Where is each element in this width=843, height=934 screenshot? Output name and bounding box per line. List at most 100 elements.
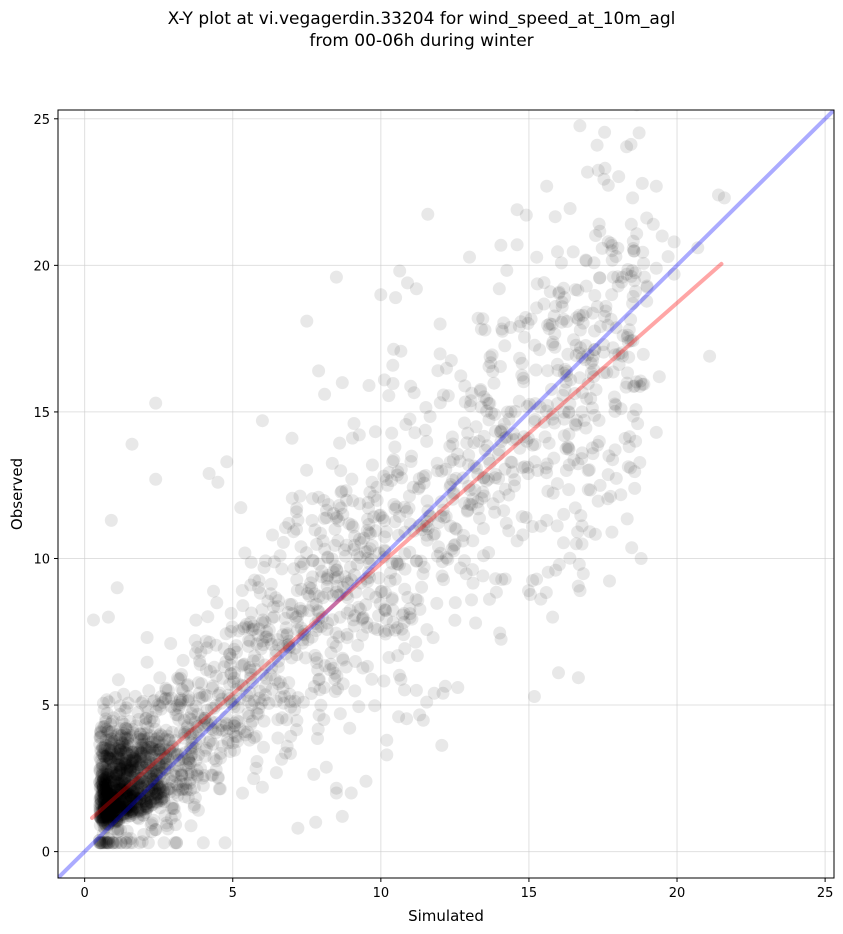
data-point-678 [153,779,167,793]
data-point-1950 [330,579,344,593]
data-point-1804 [184,707,198,720]
data-point-371 [98,743,112,757]
data-point-973 [188,634,202,647]
data-point-1852 [139,797,153,811]
data-point-1733 [244,578,258,592]
data-point-1968 [446,473,460,487]
data-point-2079 [144,818,158,832]
data-point-808 [104,737,118,751]
data-point-1686 [147,813,161,827]
data-point-2282 [154,690,168,704]
data-point-2147 [129,775,143,789]
data-point-1274 [167,802,181,815]
data-point-2341 [397,606,411,620]
data-point-832 [126,794,140,808]
data-point-1473 [413,708,427,722]
data-point-113 [97,810,111,824]
data-point-369 [119,783,133,797]
data-point-1883 [469,420,483,434]
data-point-605 [98,785,112,799]
data-point-1744 [228,719,241,733]
data-point-2387 [372,546,386,560]
y-tick-label-1: 5 [42,699,50,714]
data-point-2349 [400,505,414,518]
data-point-865 [99,778,113,792]
data-point-2161 [215,719,229,733]
identity-line [58,110,834,878]
data-point-2131 [206,737,220,751]
data-point-2007 [214,751,227,765]
data-point-163 [110,782,124,796]
data-point-153 [135,754,149,768]
data-point-872 [113,799,126,813]
data-point-1689 [347,543,361,556]
data-point-1966 [93,833,107,847]
data-point-2043 [619,380,633,394]
data-point-150 [147,792,161,806]
data-point-228 [109,814,123,828]
data-point-1405 [172,713,186,727]
data-point-157 [198,743,212,757]
data-point-2408 [655,229,669,243]
data-point-715 [105,770,119,784]
data-point-1872 [353,532,366,546]
data-point-677 [120,766,134,780]
data-point-91 [114,792,127,806]
data-point-922 [557,507,571,521]
data-point-1161 [242,709,256,723]
data-point-1418 [339,660,353,674]
data-point-864 [98,776,112,790]
data-point-2067 [611,270,625,284]
data-point-2439 [549,563,563,577]
data-point-850 [139,763,153,777]
data-point-569 [98,780,112,793]
data-point-1803 [621,366,634,380]
data-point-1184 [336,507,350,521]
data-point-1330 [448,538,462,551]
data-point-1509 [100,802,114,816]
data-point-1199 [408,426,422,440]
data-point-1597 [504,455,518,469]
data-point-2456 [309,815,323,829]
data-point-890 [96,801,110,815]
data-point-2453 [329,786,343,800]
data-point-1119 [624,334,638,348]
data-point-1437 [118,776,132,790]
data-point-746 [134,737,148,751]
data-point-882 [125,745,139,759]
data-point-2356 [557,412,571,426]
data-point-1720 [327,507,340,520]
data-point-2247 [134,791,148,805]
data-point-728 [100,796,114,810]
data-point-416 [139,711,153,725]
data-point-993 [218,836,232,850]
data-point-829 [115,737,129,751]
data-point-205 [97,802,111,816]
data-point-1198 [245,623,259,637]
data-point-105 [113,699,127,713]
data-point-1248 [497,417,511,431]
data-point-2051 [520,400,534,413]
x-axis-label: Simulated [408,907,484,925]
data-point-1541 [197,769,211,782]
data-point-2291 [581,377,595,391]
data-point-2312 [597,366,611,380]
data-point-2455 [291,821,305,835]
data-point-171 [124,799,138,813]
data-point-1540 [580,392,594,406]
data-point-1558 [428,527,442,541]
data-point-2339 [93,792,107,806]
data-point-402 [123,791,136,805]
data-point-958 [569,338,583,352]
data-point-547 [120,723,134,736]
data-point-1909 [243,661,256,674]
data-point-1508 [587,343,601,357]
data-point-1363 [97,801,111,815]
data-point-2071 [305,582,318,596]
data-point-236 [100,771,114,785]
data-point-812 [105,803,119,817]
data-point-1755 [141,800,155,814]
data-point-1208 [309,617,323,630]
data-point-1343 [524,312,538,326]
data-point-2141 [290,522,303,536]
